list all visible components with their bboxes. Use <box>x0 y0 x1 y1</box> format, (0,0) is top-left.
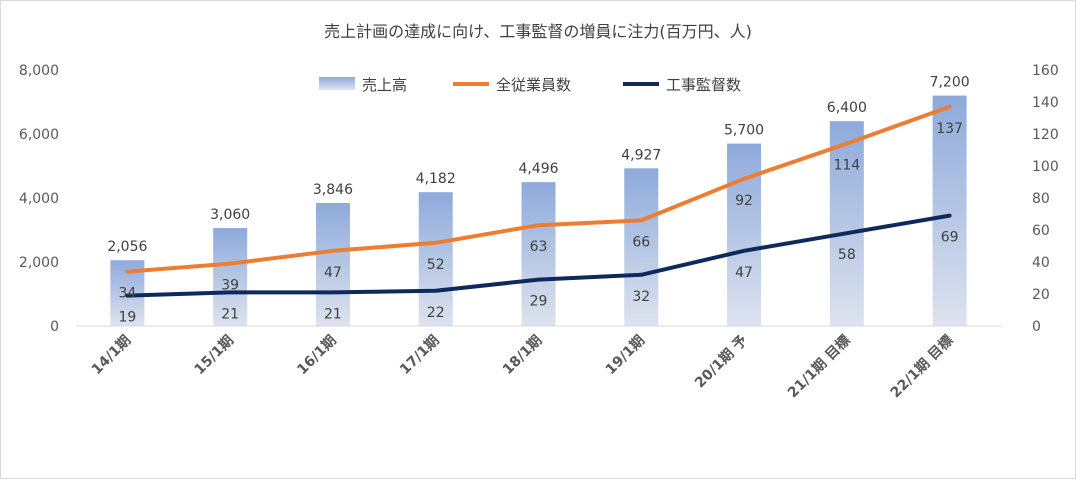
supervisors-value-label: 21 <box>324 306 342 322</box>
bar-value-label: 4,496 <box>518 161 558 177</box>
x-axis-category-label: 14/1期 <box>89 333 134 378</box>
x-axis-category-label: 16/1期 <box>294 333 339 378</box>
bar-value-label: 5,700 <box>724 123 764 139</box>
supervisors-value-label: 47 <box>735 265 753 281</box>
right-axis-tick-label: 40 <box>1032 255 1050 271</box>
supervisors-value-label: 32 <box>632 289 650 305</box>
data-labels: 2,056 3,060 3,846 4,182 4,496 4,927 5,700 6,400… <box>107 75 969 326</box>
right-axis-tick-label: 60 <box>1032 223 1050 239</box>
left-axis-tick-label: 2,000 <box>19 255 59 271</box>
chart-title: 売上計画の達成に向け、工事監督の増員に注力(百万円、人) <box>324 22 752 41</box>
employees-value-label: 39 <box>221 278 239 294</box>
left-axis-tick-label: 4,000 <box>19 191 59 207</box>
right-axis-tick-label: 160 <box>1032 63 1059 79</box>
left-axis-tick-label: 0 <box>50 319 59 335</box>
bar-value-label: 3,060 <box>210 207 250 223</box>
bar <box>727 143 762 326</box>
right-axis-tick-label: 140 <box>1032 95 1059 111</box>
supervisors-value-label: 69 <box>941 230 959 246</box>
x-axis-category-label: 20/1期 予 <box>692 333 751 392</box>
employees-value-label: 63 <box>530 239 548 255</box>
line-series <box>125 104 952 298</box>
supervisors-value-label: 22 <box>427 305 445 321</box>
legend-swatch-bar <box>319 77 355 90</box>
employees-value-label: 47 <box>324 265 342 281</box>
bar-value-label: 3,846 <box>313 182 353 198</box>
right-axis: 0 20 40 60 80 100 120 140 160 <box>1032 63 1059 335</box>
right-axis-tick-label: 100 <box>1032 159 1059 175</box>
bar <box>624 168 659 326</box>
bar <box>315 202 350 326</box>
x-axis-category-label: 19/1期 <box>603 333 648 378</box>
employees-value-label: 92 <box>735 193 753 209</box>
bar <box>521 182 556 326</box>
employees-value-label: 66 <box>632 234 650 250</box>
bar <box>213 228 248 326</box>
x-axis-category-label: 21/1期 目標 <box>784 332 853 401</box>
bar-value-label: 4,927 <box>621 147 661 163</box>
employees-value-label: 34 <box>118 286 136 302</box>
x-axis-category-label: 17/1期 <box>397 333 442 378</box>
bar <box>932 95 967 326</box>
bar-value-label: 6,400 <box>827 100 867 116</box>
bar <box>418 192 453 326</box>
x-axis: 14/1期 15/1期 16/1期 17/1期 18/1期 19/1期 20/1期 予 21/… <box>89 332 957 401</box>
employees-value-label: 137 <box>936 121 963 137</box>
right-axis-tick-label: 80 <box>1032 191 1050 207</box>
right-axis-tick-label: 20 <box>1032 287 1050 303</box>
bar <box>829 121 864 326</box>
x-axis-category-label: 15/1期 <box>191 333 236 378</box>
supervisors-value-label: 19 <box>118 310 136 326</box>
supervisors-line <box>125 213 952 298</box>
bar-value-label: 2,056 <box>107 239 147 255</box>
legend-label: 全従業員数 <box>496 76 571 94</box>
supervisors-value-label: 58 <box>838 247 856 263</box>
employees-value-label: 52 <box>427 257 445 273</box>
legend-label: 工事監督数 <box>666 76 741 94</box>
bar-value-label: 7,200 <box>930 75 970 91</box>
x-axis-category-label: 22/1期 目標 <box>887 332 956 401</box>
bar-value-label: 4,182 <box>416 171 456 187</box>
left-axis-tick-label: 8,000 <box>19 63 59 79</box>
x-axis-category-label: 18/1期 <box>500 333 545 378</box>
right-axis-tick-label: 120 <box>1032 127 1059 143</box>
employees-line <box>125 104 952 274</box>
legend-label: 売上高 <box>362 76 407 94</box>
left-axis: 0 2,000 4,000 6,000 8,000 <box>19 63 59 335</box>
employees-value-label: 114 <box>833 158 860 174</box>
left-axis-tick-label: 6,000 <box>19 127 59 143</box>
supervisors-value-label: 21 <box>221 306 239 322</box>
legend: 売上高 全従業員数 工事監督数 <box>319 76 741 94</box>
supervisors-value-label: 29 <box>530 294 548 310</box>
bar-series <box>76 95 1001 327</box>
right-axis-tick-label: 0 <box>1032 319 1041 335</box>
